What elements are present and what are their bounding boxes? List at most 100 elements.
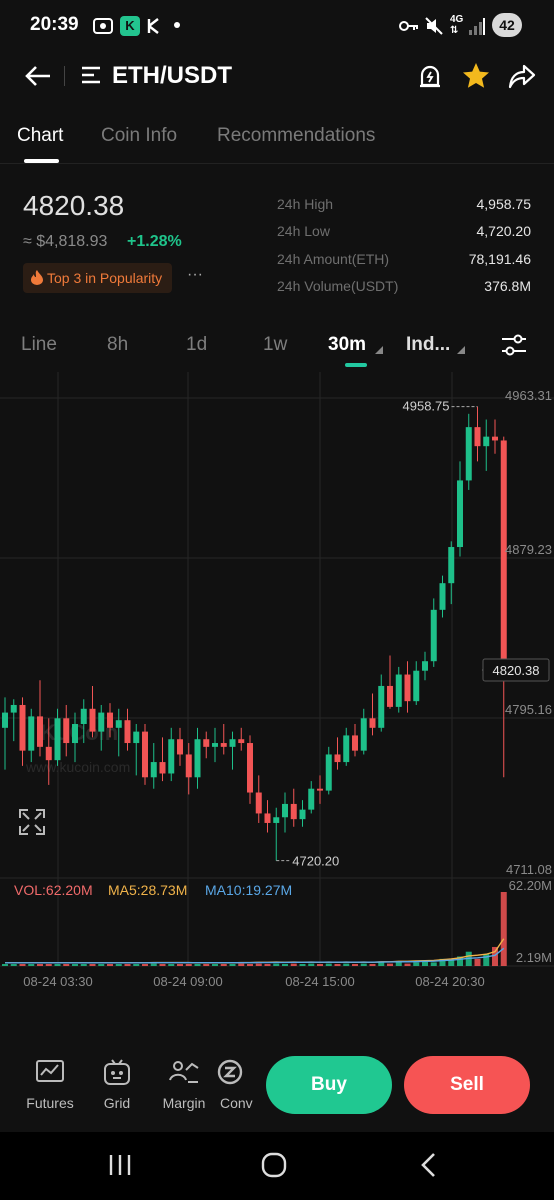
volume-bar: [247, 964, 253, 966]
volume-bar: [142, 964, 148, 966]
candle-body: [220, 743, 227, 747]
volume-bar: [28, 964, 35, 966]
price-alert-icon[interactable]: [418, 63, 442, 89]
indicators-menu[interactable]: Ind...: [406, 334, 451, 355]
volume-bar: [413, 962, 420, 966]
signal-icon: [469, 18, 485, 35]
volume-bar: [439, 958, 446, 966]
volume-bar: [282, 964, 288, 966]
candlestick-chart[interactable]: KuCoin www.kucoin.com 4963.31 4879.23 4795…: [0, 372, 554, 992]
volume-bar: [378, 962, 385, 966]
tool-grid[interactable]: Grid: [87, 1058, 147, 1111]
price-axis-label: 4879.23: [505, 542, 552, 557]
buy-button[interactable]: Buy: [266, 1056, 392, 1114]
volume-bar: [72, 964, 78, 966]
volume-bar: [168, 964, 175, 966]
timeframe-line[interactable]: Line: [21, 334, 57, 355]
share-icon[interactable]: [508, 62, 536, 90]
market-menu-icon[interactable]: [80, 64, 102, 86]
volume-bar: [212, 964, 218, 966]
volume-bar: [492, 946, 498, 966]
volume-bar: [404, 963, 411, 966]
popularity-badge[interactable]: Top 3 in Popularity: [23, 263, 173, 293]
candle-body: [395, 674, 402, 707]
volume-bar: [343, 963, 350, 966]
back-arrow-icon[interactable]: [24, 64, 52, 88]
candle-body: [89, 708, 96, 732]
favorite-star-icon[interactable]: [461, 61, 491, 91]
timeframe-1w[interactable]: 1w: [263, 334, 288, 355]
margin-icon: [169, 1061, 199, 1083]
time-axis-label: 08-24 03:30: [23, 974, 92, 989]
volume-bar: [19, 964, 26, 966]
volume-bar: [334, 964, 341, 966]
candle-body: [150, 762, 157, 778]
volume-bar: [457, 956, 463, 966]
vpn-key-icon: [399, 21, 418, 31]
volume-bar: [63, 964, 70, 966]
fiat-price: ≈ $4,818.93: [23, 233, 108, 250]
candle-body: [212, 743, 218, 747]
stat-24h-volume-value: 376.8M: [484, 278, 531, 294]
kucoin-app-icon: K: [120, 16, 140, 36]
sell-button[interactable]: Sell: [404, 1056, 530, 1114]
chart-settings-icon[interactable]: [500, 333, 528, 357]
vol-indicator-label: VOL:62.20M: [14, 882, 93, 898]
timeframe-8h[interactable]: 8h: [107, 334, 129, 355]
volume-bar: [369, 964, 376, 966]
volume-bar: [54, 964, 61, 966]
timeframe-1d[interactable]: 1d: [186, 334, 208, 355]
volume-bar: [98, 964, 105, 966]
volume-bar: [352, 964, 358, 966]
candle-body: [54, 718, 61, 761]
tool-margin[interactable]: Margin: [154, 1058, 214, 1111]
futures-icon: [36, 1060, 64, 1082]
volume-bar: [159, 964, 166, 966]
volume-bar: [273, 963, 280, 966]
stat-24h-amount-value: 78,191.46: [468, 251, 531, 267]
price-markers: 4958.75 4720.20 4820.38: [276, 399, 550, 869]
candle-body: [168, 739, 175, 774]
tab-recommendations[interactable]: Recommendations: [217, 125, 376, 146]
candle-body: [317, 788, 323, 791]
tool-convert[interactable]: Conv: [210, 1058, 260, 1111]
fullscreen-expand-icon[interactable]: [18, 808, 46, 836]
candle-body: [185, 754, 192, 778]
volume-bar: [238, 963, 245, 966]
candle-body: [177, 739, 183, 755]
volume-bar: [229, 964, 236, 966]
stat-24h-low-label: 24h Low: [277, 223, 330, 239]
last-price: 4820.38: [23, 190, 125, 221]
low-marker-label: 4720.20: [292, 854, 339, 869]
candle-body: [107, 712, 113, 728]
tab-coin-info[interactable]: Coin Info: [101, 125, 178, 146]
volume-bar: [483, 954, 490, 966]
tab-bar: [0, 118, 554, 164]
volume-bar: [317, 964, 323, 966]
candle-body: [10, 704, 17, 713]
candles: [2, 406, 507, 861]
candle-body: [474, 427, 481, 447]
tab-chart[interactable]: Chart: [17, 125, 64, 146]
timeframe-30m[interactable]: 30m: [328, 334, 367, 355]
popularity-more-button[interactable]: ···: [187, 266, 203, 283]
volume-bar: [37, 964, 43, 966]
mute-icon: [425, 17, 443, 35]
tool-margin-label: Margin: [162, 1095, 206, 1111]
volume-bar: [299, 964, 306, 966]
candle-body: [63, 718, 70, 744]
pair-title[interactable]: ETH/USDT: [112, 62, 232, 89]
candle-body: [369, 718, 376, 728]
volume-bar: [325, 963, 332, 966]
candle-body: [2, 712, 8, 728]
price-axis-label: 4795.16: [505, 702, 552, 717]
home-icon[interactable]: [260, 1151, 288, 1179]
tool-futures[interactable]: Futures: [20, 1058, 80, 1111]
candle-body: [308, 788, 315, 810]
candle-body: [360, 718, 367, 751]
system-back-icon[interactable]: [418, 1151, 440, 1179]
price-axis-label: 4711.08: [506, 862, 552, 877]
recent-apps-icon[interactable]: [107, 1152, 133, 1178]
candle-body: [28, 716, 35, 751]
candle-body: [430, 609, 437, 662]
